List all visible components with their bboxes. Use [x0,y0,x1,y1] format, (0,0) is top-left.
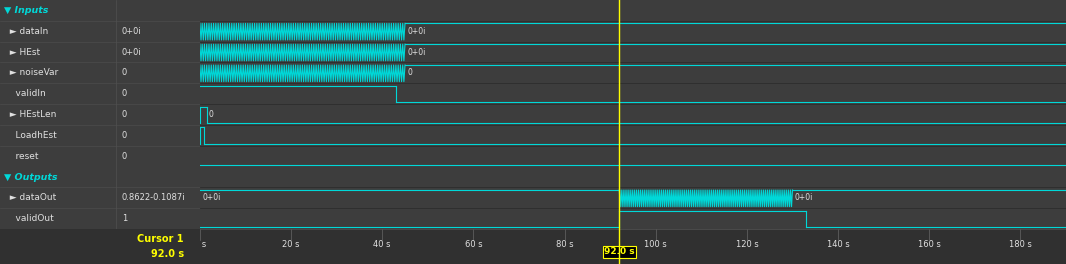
Text: 120 s: 120 s [736,240,758,249]
Text: 20 s: 20 s [282,240,300,249]
Text: 0 s: 0 s [194,240,206,249]
Text: 0: 0 [122,152,127,161]
Text: ► dataOut: ► dataOut [4,194,56,202]
Text: 160 s: 160 s [918,240,940,249]
Text: Cursor 1: Cursor 1 [138,234,184,244]
Text: 0+0i: 0+0i [203,194,221,202]
Text: 0+0i: 0+0i [122,27,142,36]
Text: 0: 0 [407,68,413,77]
Text: 60 s: 60 s [465,240,482,249]
Text: 0: 0 [209,110,214,119]
Text: ▼ Inputs: ▼ Inputs [4,6,48,15]
Text: 40 s: 40 s [373,240,391,249]
Text: ► dataIn: ► dataIn [4,27,48,36]
Text: 0: 0 [122,131,127,140]
Text: 80 s: 80 s [555,240,574,249]
Text: 0.8622-0.1087i: 0.8622-0.1087i [122,194,185,202]
Text: ▼ Outputs: ▼ Outputs [4,173,58,182]
Text: validIn: validIn [4,89,46,98]
Text: validOut: validOut [4,214,53,223]
Text: 140 s: 140 s [827,240,850,249]
Text: 92.0 s: 92.0 s [150,249,184,259]
Text: ► noiseVar: ► noiseVar [4,68,59,77]
Text: ► HEst: ► HEst [4,48,41,56]
Text: 0: 0 [122,110,127,119]
Text: 92.0 s: 92.0 s [604,247,634,256]
Text: 0+0i: 0+0i [407,27,425,36]
Text: ► HEstLen: ► HEstLen [4,110,56,119]
Text: reset: reset [4,152,38,161]
Text: 0: 0 [122,68,127,77]
Text: 0+0i: 0+0i [795,194,813,202]
Text: 0+0i: 0+0i [407,48,425,56]
Text: 180 s: 180 s [1010,240,1032,249]
Text: 0: 0 [122,89,127,98]
Text: 1: 1 [122,214,127,223]
Text: 100 s: 100 s [644,240,667,249]
Text: LoadhEst: LoadhEst [4,131,56,140]
Text: 0+0i: 0+0i [122,48,142,56]
